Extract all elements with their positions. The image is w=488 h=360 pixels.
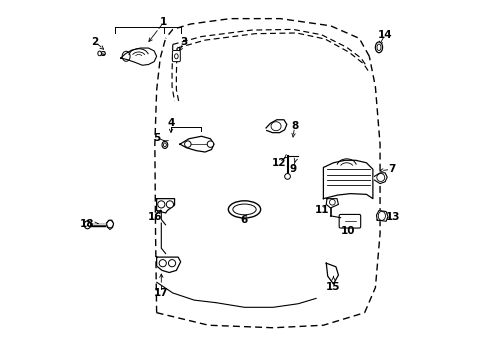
Circle shape — [207, 141, 213, 147]
Circle shape — [329, 199, 335, 205]
Circle shape — [159, 260, 166, 267]
Text: 12: 12 — [271, 158, 285, 168]
Ellipse shape — [376, 44, 380, 50]
Polygon shape — [121, 48, 156, 65]
Circle shape — [168, 260, 175, 267]
Text: 1: 1 — [160, 17, 167, 27]
Text: 10: 10 — [341, 226, 355, 236]
Text: 13: 13 — [385, 212, 399, 221]
Text: 4: 4 — [167, 118, 174, 128]
Ellipse shape — [232, 204, 256, 215]
Polygon shape — [373, 173, 386, 184]
Text: 9: 9 — [289, 164, 296, 174]
Circle shape — [166, 201, 173, 208]
Text: 14: 14 — [377, 30, 391, 40]
Ellipse shape — [228, 201, 260, 218]
Polygon shape — [325, 263, 338, 284]
Text: 16: 16 — [147, 212, 162, 221]
Ellipse shape — [163, 143, 166, 147]
Polygon shape — [323, 160, 372, 199]
FancyBboxPatch shape — [339, 215, 360, 228]
Polygon shape — [325, 199, 338, 208]
Polygon shape — [265, 120, 286, 133]
Text: 17: 17 — [154, 288, 168, 298]
Text: 8: 8 — [290, 121, 298, 131]
Ellipse shape — [174, 54, 178, 59]
Text: 6: 6 — [241, 215, 247, 225]
Polygon shape — [156, 257, 180, 273]
Polygon shape — [156, 199, 174, 213]
Circle shape — [284, 174, 290, 179]
Text: 3: 3 — [180, 37, 187, 47]
Ellipse shape — [84, 221, 90, 229]
Polygon shape — [180, 136, 214, 152]
Polygon shape — [376, 211, 387, 221]
Text: 18: 18 — [79, 219, 94, 229]
Polygon shape — [106, 220, 113, 229]
Ellipse shape — [98, 51, 101, 56]
Text: 5: 5 — [153, 133, 160, 143]
FancyBboxPatch shape — [172, 50, 180, 62]
Text: 7: 7 — [387, 164, 394, 174]
Text: 2: 2 — [91, 37, 99, 47]
Text: 11: 11 — [314, 206, 328, 216]
Text: 15: 15 — [325, 282, 340, 292]
Ellipse shape — [162, 141, 167, 148]
Ellipse shape — [375, 42, 382, 53]
Circle shape — [184, 141, 191, 147]
Circle shape — [158, 201, 164, 208]
